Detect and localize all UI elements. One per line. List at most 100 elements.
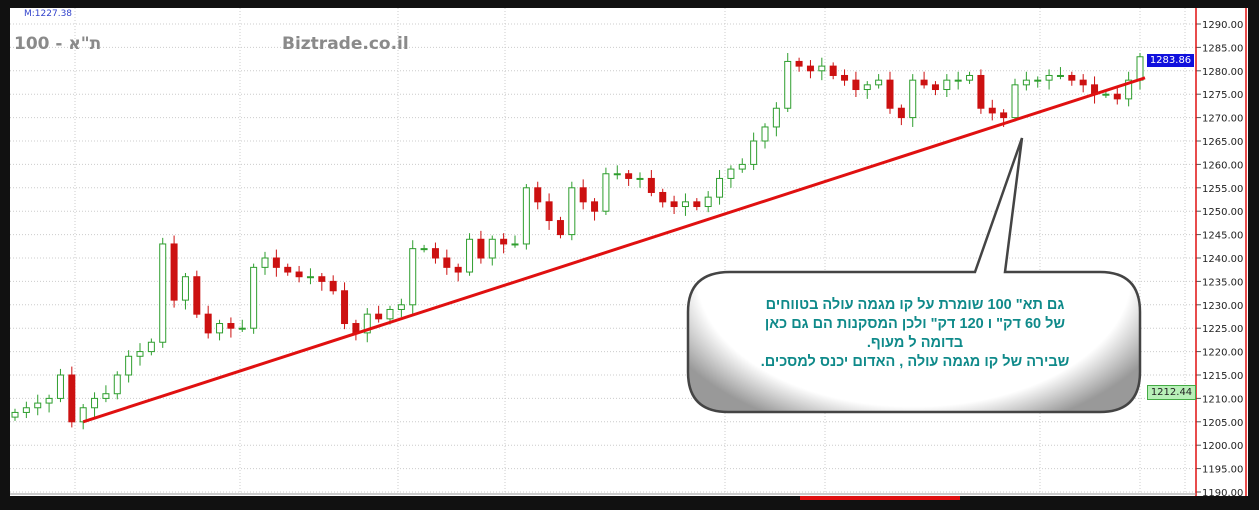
candle-body <box>931 84 939 91</box>
y-tick-label: 1270.00 <box>1202 114 1243 125</box>
candle-body <box>45 397 53 404</box>
candle-body <box>284 266 292 273</box>
candle-body <box>420 248 428 251</box>
candle-body <box>102 393 110 399</box>
candle-body <box>591 201 599 212</box>
y-tick-label: 1275.00 <box>1202 90 1243 101</box>
candle-body <box>738 163 746 170</box>
candle-body <box>806 65 814 72</box>
candle-body <box>56 374 64 399</box>
candle-body <box>1113 93 1121 100</box>
y-tick-label: 1210.00 <box>1202 394 1243 405</box>
candle-body <box>784 60 792 109</box>
candle-body <box>159 243 167 343</box>
candle-body <box>295 271 303 278</box>
candle-body <box>68 374 76 423</box>
candle-body <box>193 276 201 315</box>
candle-body <box>761 126 769 142</box>
y-tick-label: 1235.00 <box>1202 277 1243 288</box>
candle-body <box>909 79 917 119</box>
candle-body <box>659 191 667 203</box>
candle-body <box>113 374 121 395</box>
candle-body <box>534 187 542 203</box>
candle-body <box>386 308 394 320</box>
y-tick-label: 1265.00 <box>1202 137 1243 148</box>
candle-body <box>341 290 349 325</box>
candle-body <box>136 351 144 357</box>
candle-body <box>772 107 780 128</box>
candle-body <box>216 323 224 334</box>
y-tick-label: 1215.00 <box>1202 371 1243 382</box>
candle-body <box>727 168 735 179</box>
y-tick-label: 1200.00 <box>1202 441 1243 452</box>
y-tick-label: 1195.00 <box>1202 465 1243 476</box>
y-tick-label: 1220.00 <box>1202 348 1243 359</box>
candle-body <box>647 177 655 193</box>
candle-body <box>488 238 496 259</box>
candle-body <box>431 248 439 259</box>
candle-body <box>443 257 451 268</box>
plot-area <box>10 8 1248 496</box>
candle-body <box>670 201 678 208</box>
candle-body <box>397 304 405 310</box>
y-tick-label: 1280.00 <box>1202 67 1243 78</box>
candle-body <box>1079 79 1087 86</box>
callout-line: שבירה של קו מגמה עולה , האדום יכנס למסכי… <box>760 354 1070 370</box>
y-tick-label: 1225.00 <box>1202 324 1243 335</box>
candle-body <box>943 79 951 91</box>
callout-bubble <box>686 137 1142 414</box>
candle-body <box>238 327 246 330</box>
y-tick-label: 1255.00 <box>1202 184 1243 195</box>
candle-body <box>318 276 326 282</box>
status-bar <box>0 496 1259 510</box>
candle-body <box>988 107 996 114</box>
marker-value: M:1227.38 <box>24 9 73 19</box>
y-tick-label: 1260.00 <box>1202 160 1243 171</box>
candle-body <box>863 84 871 91</box>
candle-body <box>227 323 235 329</box>
candle-body <box>920 79 928 86</box>
candle-body <box>250 266 258 329</box>
status-highlight <box>800 496 960 500</box>
candle-body <box>977 74 985 109</box>
candle-body <box>852 79 860 91</box>
candle-body <box>22 407 30 413</box>
candle-body <box>91 397 99 409</box>
callout-line: של 60 דק" ו 120 דק" ולכן המסקנות הם גם כ… <box>764 316 1066 332</box>
candle-body <box>261 257 269 268</box>
trendline <box>82 76 1146 424</box>
candle-body <box>306 276 314 279</box>
candle-body <box>170 243 178 301</box>
candle-body <box>11 411 19 418</box>
last-price-label: 1283.86 <box>1147 54 1194 67</box>
y-tick-label: 1230.00 <box>1202 301 1243 312</box>
candle-body <box>829 65 837 76</box>
candle-body <box>897 107 905 119</box>
y-tick-label: 1285.00 <box>1202 43 1243 54</box>
y-tick-label: 1250.00 <box>1202 207 1243 218</box>
candle-body <box>375 313 383 320</box>
y-tick-label: 1245.00 <box>1202 231 1243 242</box>
candle-body <box>329 280 337 292</box>
candle-body <box>750 140 758 165</box>
marker-price-label: 1212.44 <box>1147 385 1196 400</box>
candle-body <box>1045 74 1053 81</box>
candle-body <box>568 187 576 236</box>
candle-body <box>1136 56 1144 81</box>
candle-body <box>34 402 42 409</box>
candle-body <box>704 196 712 208</box>
candle-body <box>1000 112 1008 119</box>
candle-body <box>1056 74 1064 77</box>
candle-body <box>954 79 962 82</box>
callout-text: גם תא" 100 שומרת על קו מגמה עולה בטווחים… <box>700 296 1130 372</box>
candle-body <box>511 243 519 246</box>
candle-body <box>579 187 587 203</box>
candle-body <box>693 201 701 208</box>
candle-body <box>613 173 621 176</box>
candle-body <box>1125 79 1133 100</box>
candle-body <box>602 173 610 212</box>
candle-body <box>545 201 553 222</box>
index-name-watermark: ת"א - 100 <box>14 34 102 54</box>
